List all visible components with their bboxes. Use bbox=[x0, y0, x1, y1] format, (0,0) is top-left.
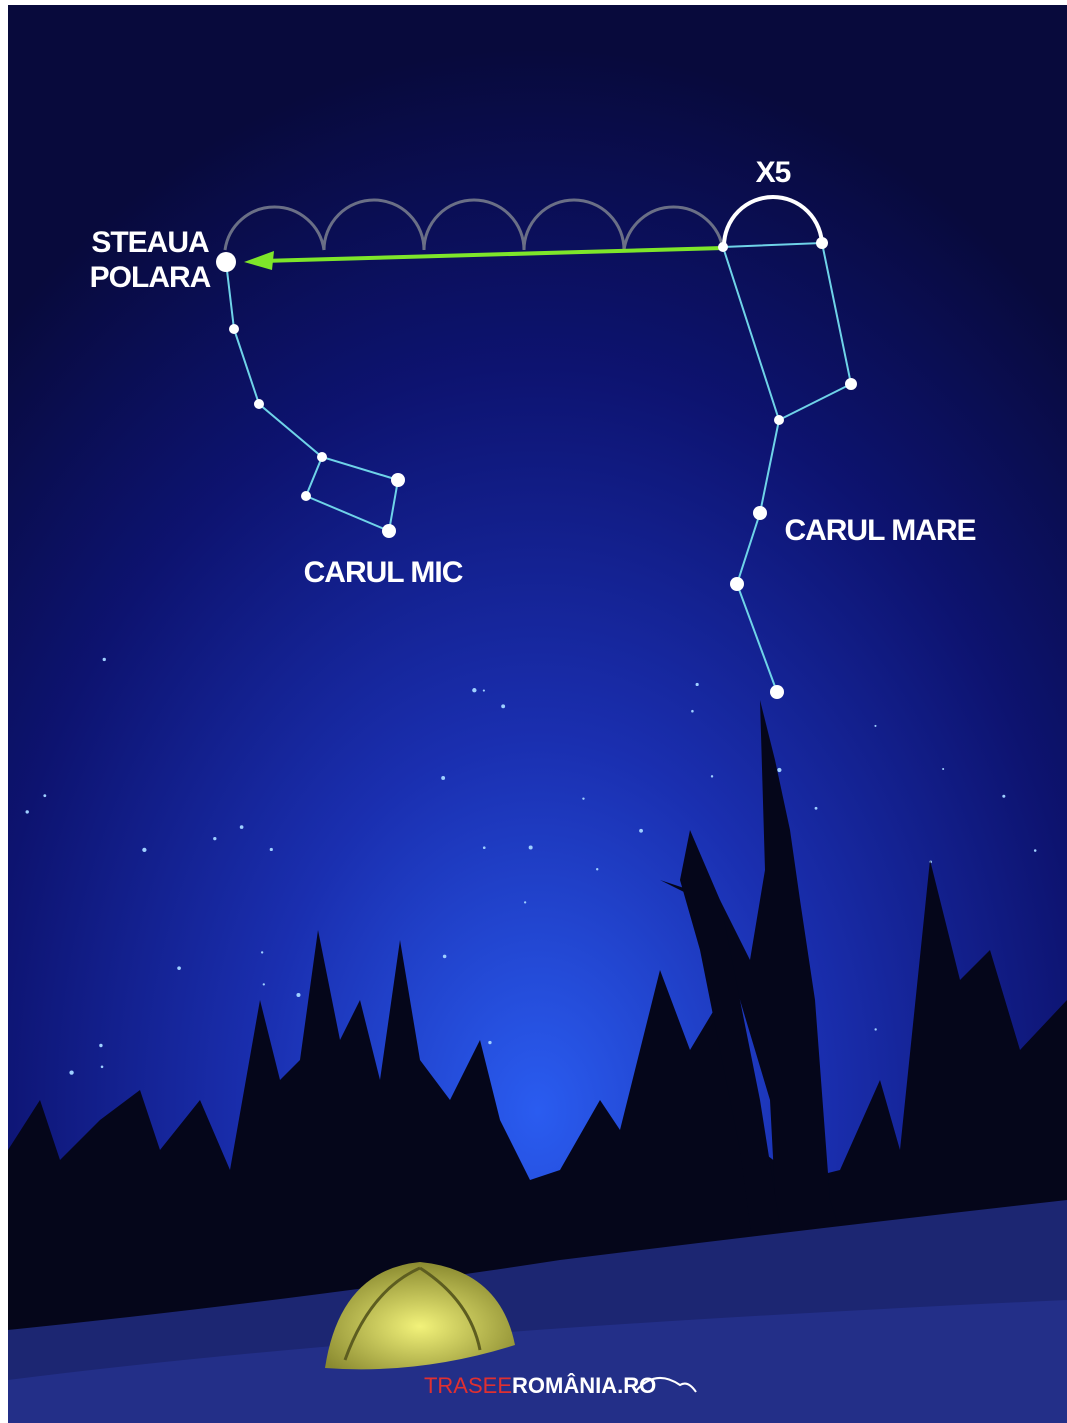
background-star bbox=[483, 846, 486, 849]
background-star bbox=[103, 658, 106, 661]
background-star bbox=[691, 710, 694, 713]
background-star bbox=[639, 829, 643, 833]
background-star bbox=[261, 951, 263, 953]
background-star bbox=[874, 1028, 876, 1030]
background-star bbox=[69, 1070, 73, 1074]
background-star bbox=[441, 776, 445, 780]
background-star bbox=[177, 966, 181, 970]
background-star bbox=[101, 1066, 104, 1069]
logo-part1: TRASEE bbox=[424, 1373, 512, 1398]
big-dipper-label: CARUL MARE bbox=[784, 514, 975, 547]
illustration: STEAUA POLARA X5 CARUL MARE CARUL MIC TR… bbox=[0, 0, 1067, 1423]
background-star bbox=[777, 768, 781, 772]
background-star bbox=[696, 683, 699, 686]
polaris-label: STEAUA bbox=[91, 226, 209, 259]
background-star bbox=[942, 768, 944, 770]
background-star bbox=[26, 810, 29, 813]
background-star bbox=[529, 845, 533, 849]
little-dipper-label: CARUL MIC bbox=[304, 556, 463, 589]
multiplier-label: X5 bbox=[756, 156, 791, 189]
polaris-label: POLARA bbox=[90, 261, 211, 294]
background-star bbox=[472, 688, 476, 692]
background-star bbox=[213, 837, 216, 840]
background-star bbox=[596, 868, 598, 870]
logo-part2: ROMÂNIA.RO bbox=[512, 1373, 656, 1398]
background-star bbox=[874, 725, 876, 727]
background-star bbox=[99, 1044, 102, 1047]
background-star bbox=[483, 690, 485, 692]
background-star bbox=[815, 807, 818, 810]
background-star bbox=[711, 775, 713, 777]
background-star bbox=[443, 955, 447, 959]
background-star bbox=[1034, 849, 1037, 852]
background-star bbox=[43, 794, 46, 797]
background-star bbox=[142, 848, 146, 852]
background-star bbox=[240, 825, 244, 829]
background-star bbox=[501, 704, 505, 708]
background-star bbox=[270, 848, 273, 851]
background-star bbox=[296, 993, 300, 997]
background-star bbox=[582, 797, 584, 799]
background-star bbox=[263, 983, 265, 985]
background-star bbox=[524, 901, 526, 903]
background-star bbox=[488, 1041, 491, 1044]
background-star bbox=[1002, 795, 1005, 798]
